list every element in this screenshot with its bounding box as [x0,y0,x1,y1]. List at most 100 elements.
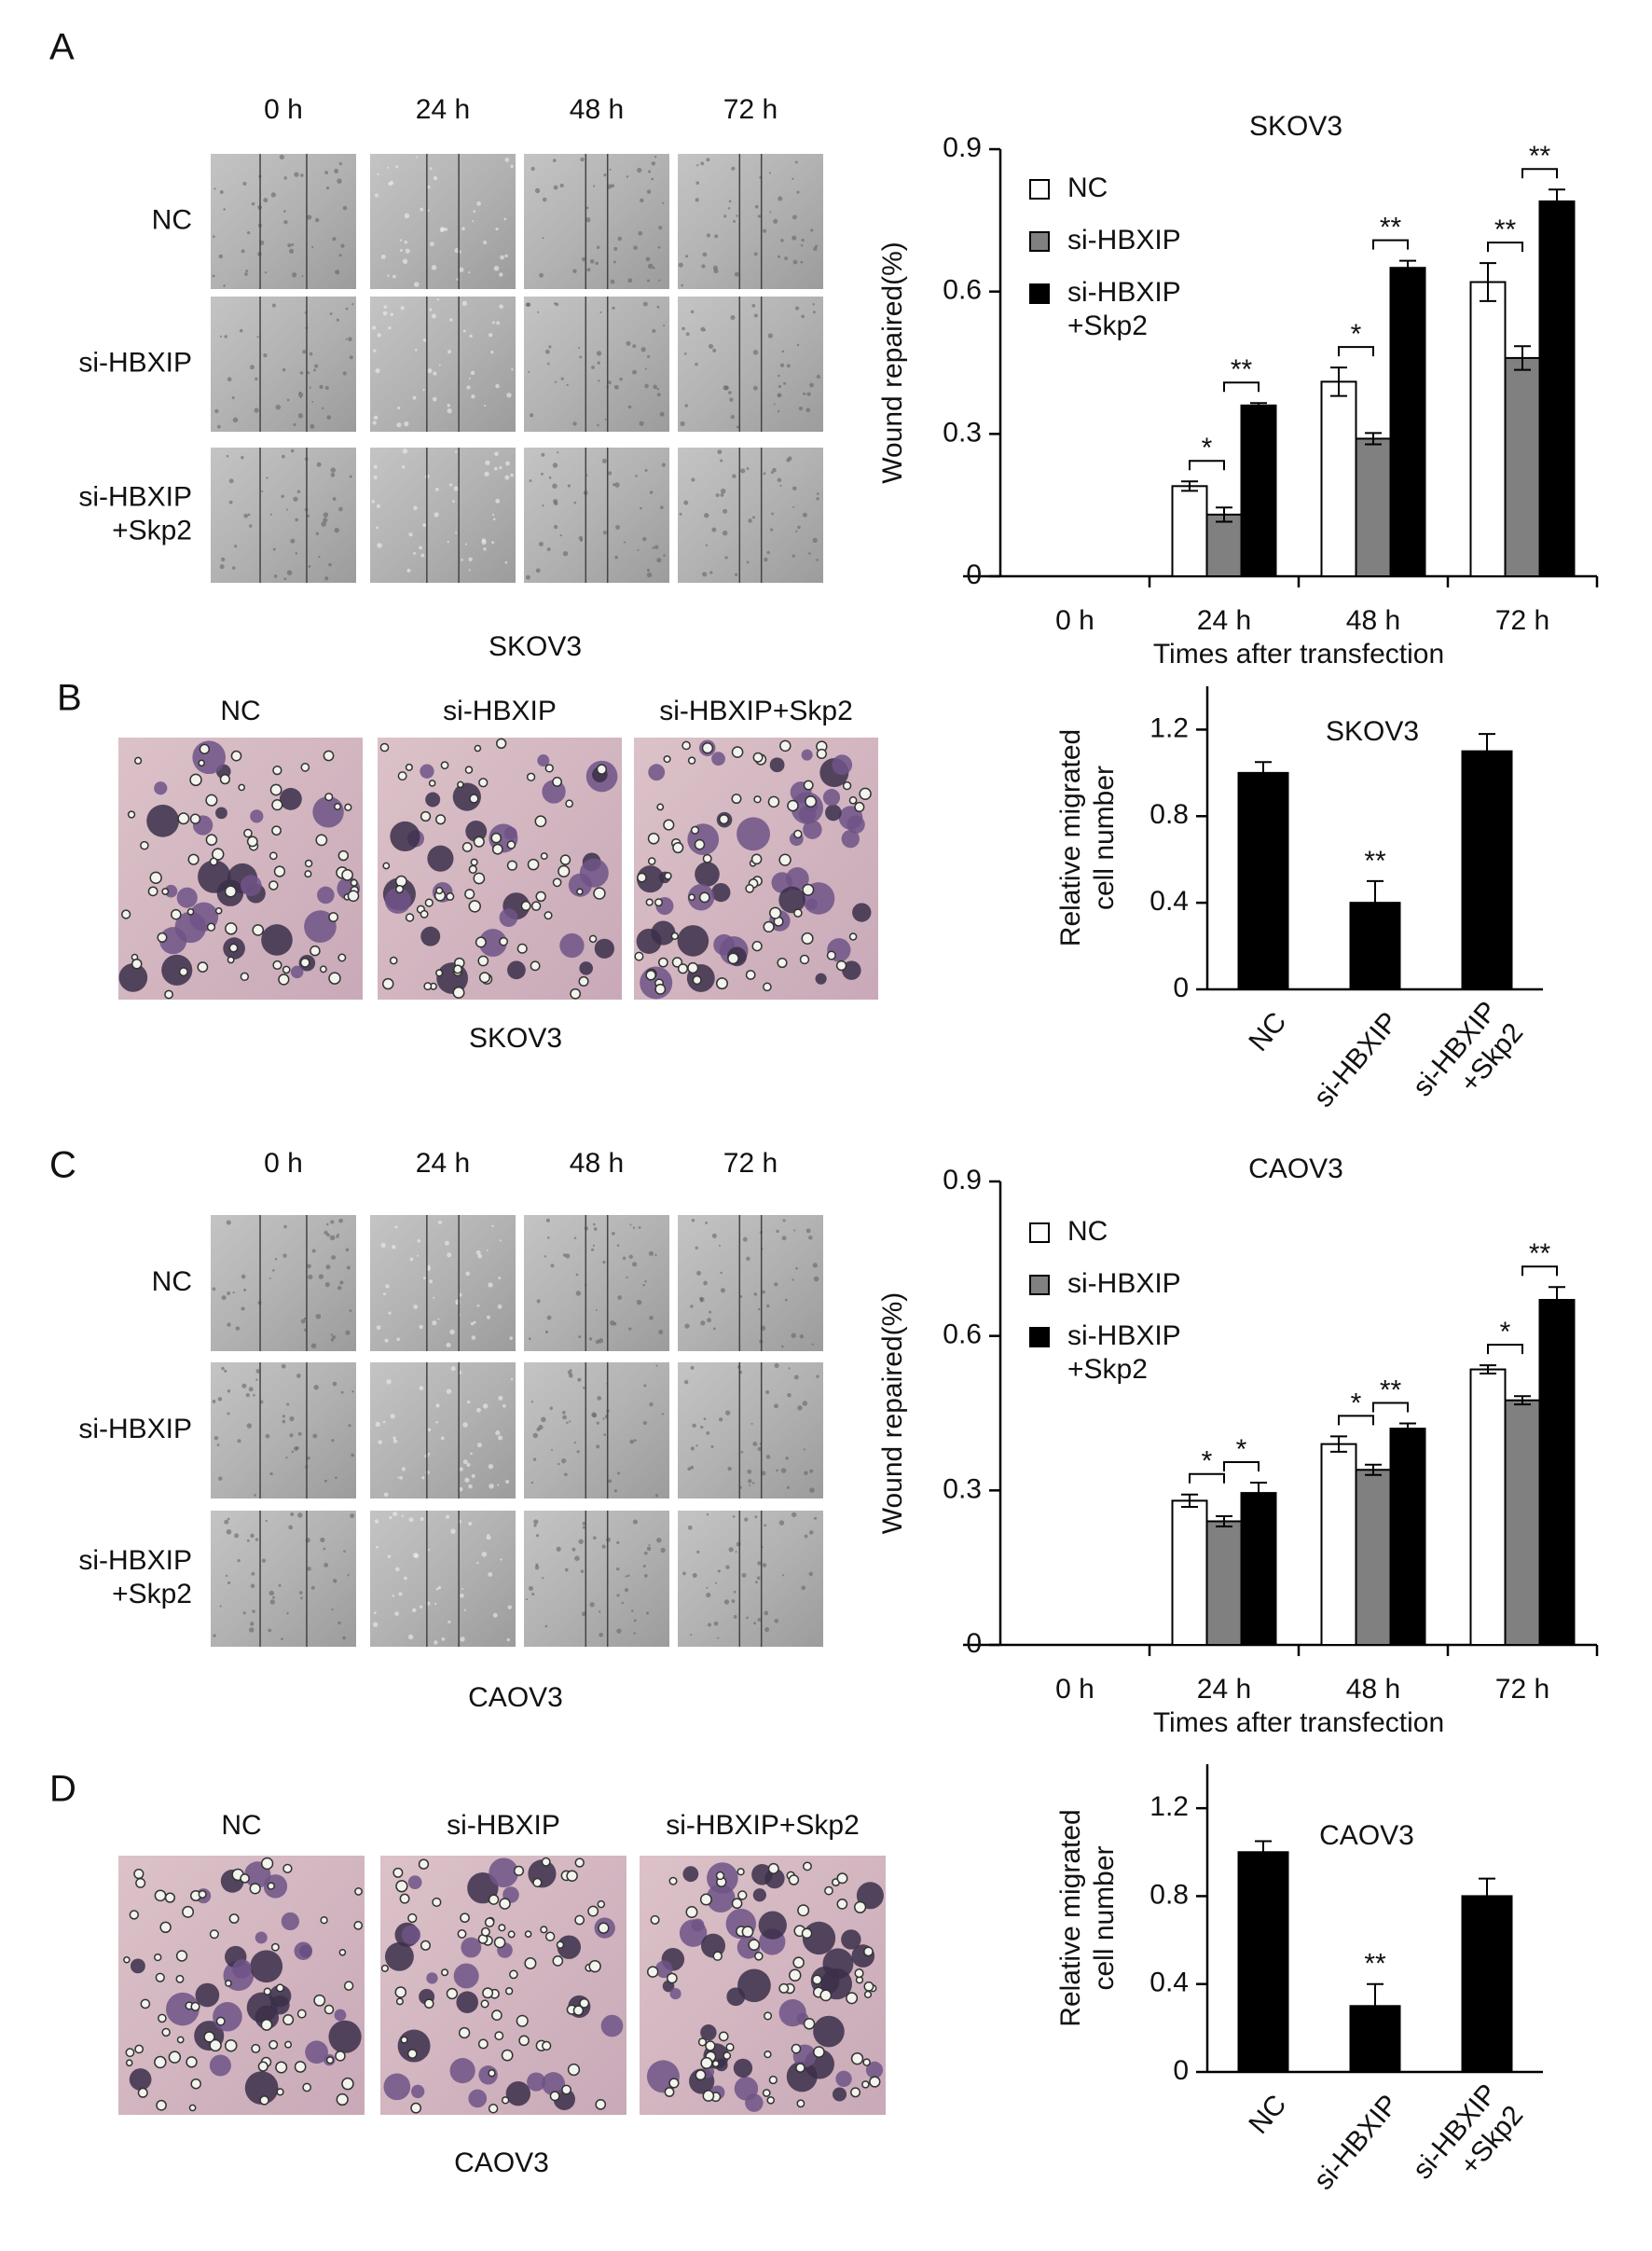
speckle [311,1249,316,1253]
speckle [335,1476,337,1480]
speckle [495,228,499,231]
speckle [572,421,577,426]
speckle [695,1246,698,1250]
pore [593,887,606,900]
speckle [755,1581,758,1584]
speckle [496,321,501,325]
error-bar [1255,761,1272,785]
speckle [596,351,602,356]
speckle [644,383,649,389]
speckle [585,216,591,223]
speckle [734,271,739,277]
speckle [261,490,264,492]
speckle [224,1519,229,1525]
stained-cell [305,2040,328,2065]
speckle [387,274,390,277]
speckle [722,530,728,536]
pore [147,886,158,897]
panel-letter: D [49,1769,76,1810]
speckle [702,252,708,257]
speckle [757,214,762,218]
speckle [792,554,795,558]
pore [149,871,162,885]
speckle [606,1537,611,1542]
speckle [396,1337,401,1342]
pore [175,1950,188,1962]
speckle [481,1552,488,1557]
x-tick-label: 24 h [1197,605,1251,636]
pore [803,780,814,791]
stained-cell [737,1968,771,2003]
y-tick-label: 0.4 [1150,886,1189,917]
pore [597,1899,606,1909]
pore [405,763,413,771]
speckle [438,364,441,366]
speckle [660,1547,666,1554]
stained-cell [129,2068,152,2091]
speckle [345,338,348,340]
stained-cell [232,1959,252,1979]
speckle [212,1287,216,1291]
speckle [502,1403,506,1408]
speckle [544,1255,547,1258]
speckle [597,1396,602,1401]
micrograph-bg [524,154,669,289]
speckle [724,556,728,559]
speckle [499,304,503,310]
time-label: 48 h [570,1148,624,1179]
speckle [340,243,345,248]
speckle [392,274,396,279]
pore [315,834,328,847]
speckle [239,328,243,333]
speckle [542,237,544,240]
speckle [227,377,232,382]
stained-cell [166,1992,200,2026]
pore [766,2096,776,2105]
speckle [784,256,788,260]
speckle [602,1417,605,1420]
stained-cell [489,1857,519,1888]
speckle [307,1567,311,1571]
speckle [383,1292,386,1296]
panel-letter: B [57,678,82,719]
speckle [786,364,791,368]
speckle [801,1585,806,1591]
speckle [780,1468,787,1473]
speckle [244,272,248,276]
pore [269,783,282,796]
stained-cell [832,2087,847,2102]
speckle [626,1276,628,1279]
y-tick-label: 1.2 [1150,1791,1189,1822]
pore [435,969,444,977]
speckle [723,1599,730,1605]
speckle [621,1601,625,1605]
micrograph-bg [678,448,823,583]
speckle [707,1623,712,1627]
error-bar [1330,1435,1347,1453]
speckle [427,209,430,212]
speckle [439,228,445,233]
speckle [435,1420,438,1424]
speckle [756,1576,761,1581]
pore [304,859,313,868]
speckle [623,541,626,544]
pore [325,2056,335,2065]
speckle [338,1218,344,1223]
speckle [781,1236,787,1241]
speckle [404,240,408,244]
pore [727,952,739,965]
pore [272,765,282,776]
speckle [390,1414,395,1419]
speckle [342,205,348,211]
speckle [295,518,299,522]
speckle [786,1485,790,1489]
speckle [609,168,612,172]
micrograph [211,1215,356,1351]
speckle [595,1309,598,1312]
speckle [541,452,545,457]
stained-cell [803,820,822,839]
speckle [461,559,464,561]
speckle [324,1479,327,1483]
error-bar [1514,345,1531,371]
speckle [373,415,379,421]
